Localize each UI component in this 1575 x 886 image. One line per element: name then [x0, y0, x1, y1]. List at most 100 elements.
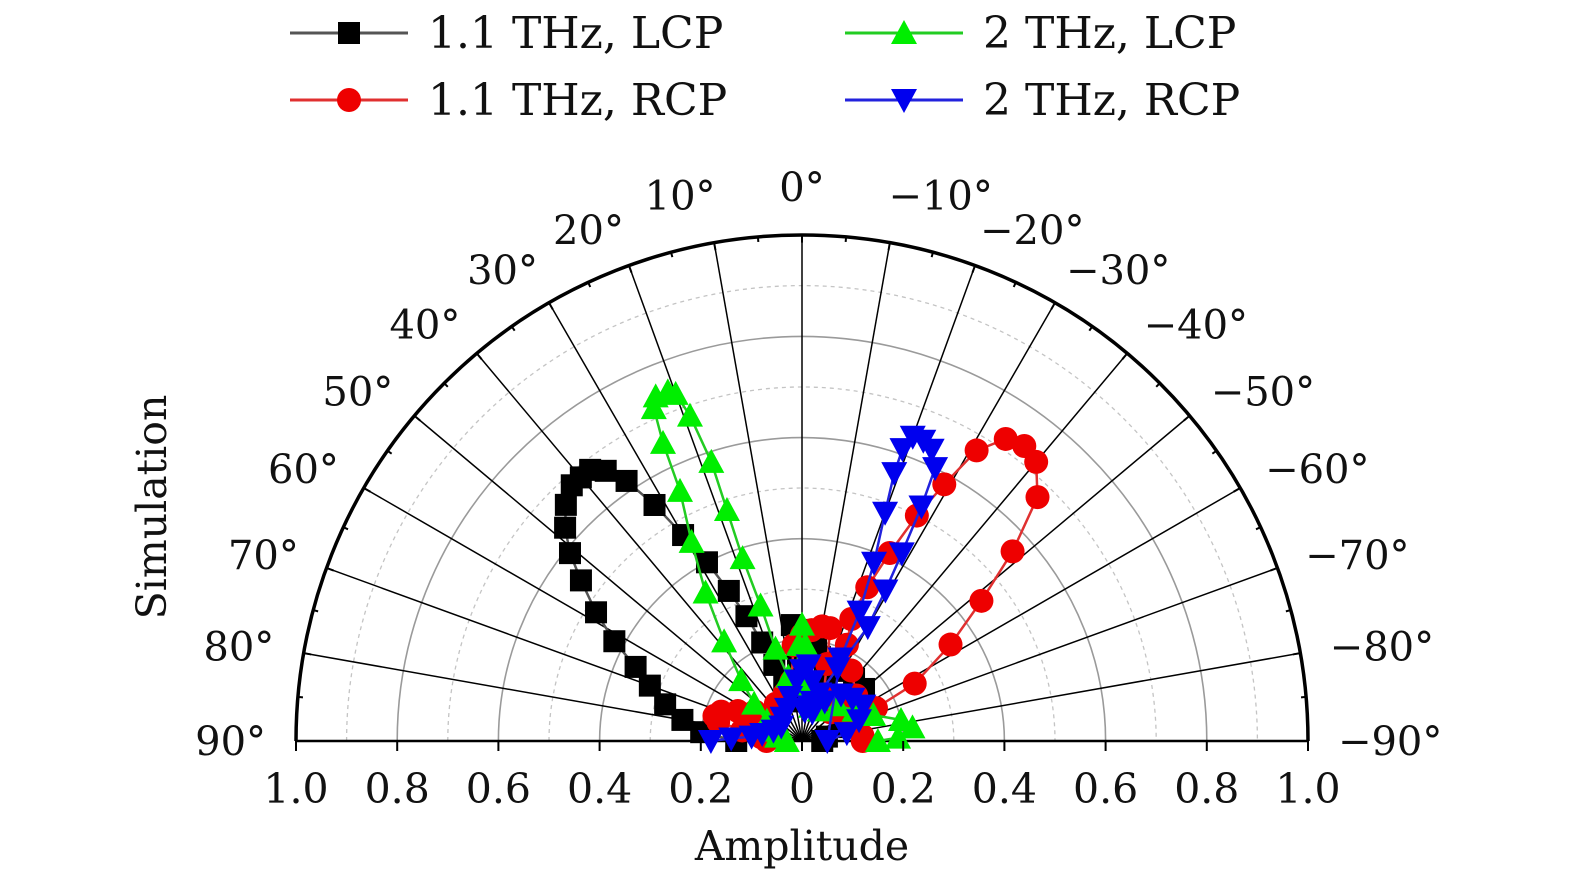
- angle-tick-label: 90°: [195, 719, 266, 765]
- angle-tick-label: −40°: [1144, 302, 1248, 348]
- data-point-triangle-up: [650, 429, 677, 454]
- data-point-triangle-up: [885, 724, 912, 749]
- angle-tick-label: 40°: [389, 302, 460, 348]
- angle-tick-label: −30°: [1066, 248, 1170, 294]
- angle-tick-label: 30°: [467, 248, 538, 294]
- arc-tick: [1183, 414, 1191, 422]
- data-point-circle: [1012, 434, 1037, 458]
- legend-item: 2 THz, LCP: [845, 8, 1236, 59]
- data-point-square: [585, 601, 608, 624]
- data-point-square: [569, 569, 592, 592]
- grid-spoke: [476, 352, 803, 742]
- data-point-triangle-up: [789, 611, 815, 636]
- data-point-triangle-up: [676, 402, 703, 427]
- data-point-circle: [938, 632, 963, 657]
- data-point-triangle-up: [713, 497, 740, 522]
- angle-tick-label: 10°: [645, 173, 716, 219]
- series-3: [697, 425, 949, 754]
- legend-label: 2 THz, RCP: [983, 75, 1240, 126]
- arc-tick: [413, 414, 421, 422]
- data-point-triangle-up: [692, 579, 719, 604]
- data-point-triangle-down: [806, 682, 833, 707]
- data-point-circle: [993, 426, 1018, 451]
- data-point-triangle-up: [747, 592, 774, 617]
- axis-ticks: 1.0 0.8 0.6 0.4 0.2 0 0.2 0.4 0.6 0.8 1.090°80°70°…: [195, 165, 1442, 813]
- legend-label: 1.1 THz, RCP: [428, 75, 727, 126]
- data-point-triangle-up: [899, 714, 926, 739]
- arc-tick: [1255, 526, 1262, 531]
- arc-tick: [1050, 302, 1056, 310]
- data-point-triangle-down: [833, 722, 860, 747]
- data-point-circle: [1000, 539, 1025, 564]
- data-point-triangle-down: [839, 687, 866, 712]
- r-tick-label: 0.6: [466, 765, 531, 813]
- angle-tick-label: −10°: [888, 173, 992, 219]
- arc-tick: [1155, 382, 1161, 388]
- data-point-triangle-up: [728, 667, 755, 692]
- data-point-triangle-up: [864, 728, 891, 752]
- grid-spoke: [801, 652, 1301, 742]
- data-point-square: [643, 493, 666, 516]
- data-point-square: [554, 516, 577, 539]
- data-point-triangle-up: [711, 628, 738, 653]
- r-tick-label: 0.8: [365, 765, 430, 813]
- data-point-triangle-up: [667, 477, 694, 502]
- legend-item: 1.1 THz, RCP: [290, 75, 727, 126]
- r-tick-label: 0.4: [567, 765, 632, 813]
- data-point-square: [338, 22, 360, 44]
- data-point-triangle-up: [698, 448, 725, 473]
- angle-tick-label: 20°: [553, 208, 624, 254]
- arc-tick: [971, 265, 977, 273]
- data-point-square: [654, 693, 677, 716]
- grid-ring-minor: [548, 487, 1056, 742]
- data-point-square: [603, 630, 626, 653]
- data-point-square: [751, 631, 774, 654]
- data-point-triangle-down: [922, 457, 949, 482]
- data-point-triangle-down: [846, 600, 873, 625]
- data-point-square: [594, 459, 617, 482]
- arc-tick: [1211, 449, 1218, 455]
- legend-item: 1.1 THz, LCP: [290, 8, 723, 59]
- grid-ring-minor: [649, 588, 955, 742]
- angle-tick-label: 70°: [228, 533, 299, 579]
- arc-tick: [1285, 609, 1292, 613]
- arc-tick: [1121, 352, 1129, 360]
- angle-tick-label: 60°: [268, 447, 339, 493]
- data-point-triangle-up: [741, 690, 768, 715]
- data-point-circle: [932, 472, 957, 497]
- data-point-circle: [337, 88, 361, 112]
- data-point-triangle-down: [918, 438, 945, 463]
- data-point-triangle-down: [889, 438, 916, 463]
- data-point-triangle-down: [774, 697, 801, 722]
- r-tick-label: 0.8: [1174, 765, 1239, 813]
- r-tick-label: 0.4: [972, 765, 1037, 813]
- arc-tick: [443, 382, 449, 388]
- angle-tick-label: −20°: [980, 208, 1084, 254]
- arc-tick: [887, 242, 891, 251]
- arc-tick: [510, 325, 516, 332]
- r-tick-label: 1.0: [1275, 765, 1340, 813]
- data-point-triangle-down: [846, 709, 873, 734]
- data-point-square: [624, 655, 647, 678]
- arc-tick: [342, 526, 349, 531]
- data-point-triangle-down: [718, 727, 745, 752]
- arc-tick: [326, 566, 334, 572]
- data-point-square: [615, 469, 638, 492]
- data-point-triangle-down: [888, 542, 915, 567]
- arc-tick: [1270, 566, 1278, 572]
- data-point-triangle-down: [850, 694, 877, 719]
- data-point-circle: [1025, 485, 1050, 510]
- arc-tick: [1233, 487, 1241, 493]
- angle-tick-label: −90°: [1338, 719, 1442, 765]
- angle-tick-label: −60°: [1265, 447, 1369, 493]
- data-point-square: [558, 542, 581, 565]
- arc-tick: [475, 352, 483, 360]
- data-point-square: [638, 674, 661, 697]
- data-point-triangle-down: [908, 495, 935, 520]
- r-tick-label: 0: [789, 765, 815, 813]
- data-point-square: [554, 493, 577, 516]
- angle-tick-label: −50°: [1211, 369, 1315, 415]
- legend-label: 1.1 THz, LCP: [428, 8, 723, 59]
- data-point-square: [695, 551, 718, 574]
- arc-tick: [1012, 281, 1017, 288]
